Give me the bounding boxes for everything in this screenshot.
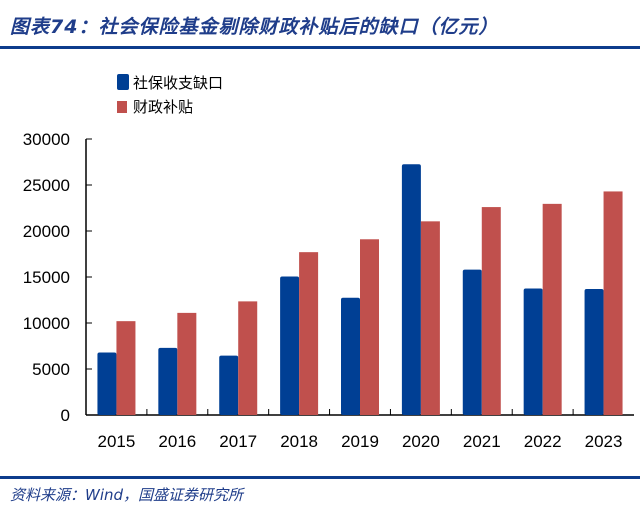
legend-label: 社保收支缺口	[133, 74, 223, 92]
bar-subsidy-2015	[116, 321, 136, 415]
bar-subsidy-2019	[360, 239, 379, 415]
bar-gap-2017	[219, 355, 239, 415]
chart-title: 图表74：社会保险基金剔除财政补贴后的缺口（亿元）	[10, 16, 499, 38]
bar-gap-2018	[280, 276, 300, 415]
x-tick-label: 2015	[98, 432, 136, 451]
legend-swatch	[117, 101, 127, 113]
y-tick-label: 15000	[23, 268, 70, 287]
bar-gap-2020	[401, 164, 421, 415]
y-tick-label: 25000	[23, 176, 70, 195]
legend-swatch	[117, 74, 129, 90]
x-tick-label: 2021	[463, 432, 501, 451]
bar-subsidy-2021	[481, 207, 501, 415]
y-tick-label: 10000	[23, 314, 70, 333]
x-tick-label: 2023	[585, 432, 623, 451]
bar-subsidy-2017	[238, 301, 258, 415]
source-note: 资料来源：Wind，国盛证券研究所	[10, 486, 244, 504]
x-tick-label: 2022	[524, 432, 562, 451]
bar-gap-2021	[462, 269, 482, 415]
y-tick-label: 30000	[23, 130, 70, 149]
title-rule	[0, 46, 640, 49]
bar-gap-2015	[97, 352, 117, 415]
bar-subsidy-2020	[420, 221, 440, 415]
bar-subsidy-2022	[542, 203, 562, 415]
y-tick-label: 20000	[23, 222, 70, 241]
y-tick-label: 0	[61, 406, 70, 425]
source-rule	[0, 476, 640, 479]
bar-subsidy-2023	[603, 191, 623, 415]
bar-subsidy-2016	[177, 312, 197, 415]
legend-label: 财政补贴	[133, 98, 193, 116]
bar-gap-2019	[341, 297, 360, 415]
x-tick-label: 2019	[341, 432, 379, 451]
x-tick-label: 2016	[158, 432, 196, 451]
x-tick-label: 2017	[219, 432, 257, 451]
x-tick-label: 2020	[402, 432, 440, 451]
bar-gap-2016	[158, 347, 178, 415]
bar-gap-2022	[523, 288, 543, 415]
x-tick-label: 2018	[280, 432, 318, 451]
y-tick-label: 5000	[32, 360, 70, 379]
bar-gap-2023	[584, 288, 604, 415]
bar-subsidy-2018	[299, 252, 319, 415]
bar-chart: 0 5000 10000 15000 20000 25000 30000 2015 2016 20…	[23, 74, 634, 451]
